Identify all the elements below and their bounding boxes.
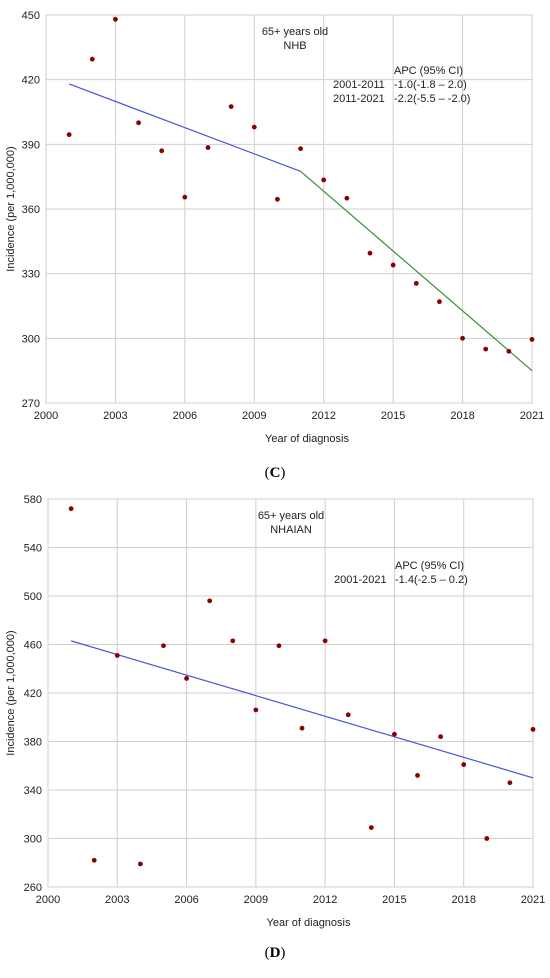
chart-d-x-axis-label: Year of diagnosis (267, 917, 351, 929)
chart-d-y-tick-label: 340 (24, 785, 42, 797)
chart-c-data-point (252, 125, 257, 130)
chart-d-title: 65+ years old (258, 510, 324, 522)
chart-d-data-point (508, 780, 513, 785)
chart-c-data-point (506, 349, 511, 354)
chart-d-x-tick-label: 2015 (382, 894, 406, 906)
chart-d-data-point (392, 732, 397, 737)
chart-d-data-point (484, 836, 489, 841)
chart-d-data-point (531, 727, 536, 732)
chart-c-data-point (414, 281, 419, 286)
chart-d-x-tick-label: 2021 (521, 894, 545, 906)
chart-c-data-point (229, 104, 234, 109)
chart-d-y-tick-label: 420 (24, 688, 42, 700)
chart-c-x-tick-label: 2015 (381, 410, 405, 422)
chart-d-annotation-value: -1.4(-2.5 – 0.2) (395, 574, 468, 586)
chart-d-y-tick-label: 580 (24, 494, 42, 506)
chart-d-data-point (184, 676, 189, 681)
chart-c-data-point (275, 197, 280, 202)
chart-d-data-point (415, 773, 420, 778)
chart-c-y-tick-label: 390 (22, 139, 40, 151)
chart-d-x-tick-label: 2000 (36, 894, 60, 906)
chart-c-data-point (67, 132, 72, 137)
chart-c-y-axis-label: Incidence (per 1,000,000) (5, 146, 17, 271)
chart-d-data-point (115, 653, 120, 658)
chart-d-annotation-period: 2001-2021 (334, 574, 387, 586)
chart-d-data-point (230, 638, 235, 643)
chart-c-data-point (460, 336, 465, 341)
chart-c-x-tick-label: 2009 (242, 410, 266, 422)
chart-c-x-tick-label: 2003 (103, 410, 127, 422)
chart-c-data-point (206, 145, 211, 150)
chart-c-x-tick-label: 2012 (311, 410, 335, 422)
chart-d-data-point (253, 708, 258, 713)
chart-c-annotation-period: 2011-2021 (333, 93, 385, 105)
chart-c-data-point (321, 178, 326, 183)
chart-c-subtitle: NHB (283, 40, 306, 52)
chart-c-x-tick-label: 2021 (520, 410, 544, 422)
panel-label-d: (D) (0, 945, 550, 962)
chart-panel-c: 2000 2003 2006 2009 2012 2015 2018 2021 270 300 33… (0, 0, 550, 460)
chart-d-y-tick-label: 540 (24, 543, 42, 555)
chart-c-data-point (136, 120, 141, 125)
chart-c-annotation-header: APC (95% CI) (394, 65, 463, 77)
chart-c-data-point (530, 337, 535, 342)
chart-c-y-tick-label: 360 (22, 204, 40, 216)
chart-c-y-tick-label: 270 (22, 398, 40, 410)
chart-c-y-tick-label: 300 (22, 333, 40, 345)
chart-c-annotation-value: -2.2(-5.5 – -2.0) (394, 93, 470, 105)
chart-d-data-point (369, 825, 374, 830)
chart-d-data-point (92, 858, 97, 863)
chart-c-y-tick-label: 330 (22, 269, 40, 281)
chart-c-x-tick-label: 2018 (450, 410, 474, 422)
chart-c-data-point (182, 195, 187, 200)
chart-c-data-point (90, 57, 95, 62)
chart-d-y-tick-label: 380 (24, 737, 42, 749)
chart-d-x-tick-label: 2006 (174, 894, 198, 906)
chart-c-data-point (391, 263, 396, 268)
chart-d-data-point (138, 862, 143, 867)
chart-c-y-tick-label: 450 (22, 10, 40, 22)
chart-d-x-tick-label: 2003 (105, 894, 129, 906)
chart-d-data-point (323, 638, 328, 643)
chart-c-data-point (437, 299, 442, 304)
chart-c-x-axis-label: Year of diagnosis (265, 433, 349, 445)
chart-d-data-point (69, 506, 74, 511)
chart-d-x-tick-label: 2018 (451, 894, 475, 906)
chart-c-x-tick-label: 2000 (34, 410, 58, 422)
chart-d-y-axis-label: Incidence (per 1,000,000) (5, 630, 17, 755)
chart-d-data-point (161, 643, 166, 648)
chart-d-data-point (277, 643, 282, 648)
chart-d-data-point (346, 712, 351, 717)
chart-d-y-tick-label: 260 (24, 882, 42, 894)
chart-c-data-point (298, 146, 303, 151)
chart-d-data-point (438, 734, 443, 739)
chart-c-data-point (344, 196, 349, 201)
chart-c-data-point (368, 251, 373, 256)
chart-c-title: 65+ years old (262, 26, 328, 38)
panel-label-c: (C) (0, 465, 550, 482)
chart-d-subtitle: NHAIAN (270, 524, 312, 536)
chart-d-x-tick-label: 2009 (244, 894, 268, 906)
chart-c-annotation-period: 2001-2011 (333, 79, 385, 91)
chart-d-data-point (300, 726, 305, 731)
chart-c-y-tick-label: 420 (22, 75, 40, 87)
chart-c-data-point (113, 17, 118, 22)
chart-c-data-point (159, 148, 164, 153)
chart-d-data-point (461, 762, 466, 767)
chart-panel-d: 2000 2003 2006 2009 2012 2015 2018 2021 260 300 34… (0, 488, 550, 978)
chart-d-x-tick-label: 2012 (313, 894, 337, 906)
chart-d-data-point (207, 598, 212, 603)
chart-d-y-tick-label: 460 (24, 640, 42, 652)
chart-d-y-tick-label: 500 (24, 591, 42, 603)
chart-d-annotation-header: APC (95% CI) (395, 560, 464, 572)
chart-c-annotation-value: -1.0(-1.8 – 2.0) (394, 79, 467, 91)
chart-c-data-point (483, 347, 488, 352)
chart-c-x-tick-label: 2006 (173, 410, 197, 422)
chart-d-y-tick-label: 300 (24, 834, 42, 846)
